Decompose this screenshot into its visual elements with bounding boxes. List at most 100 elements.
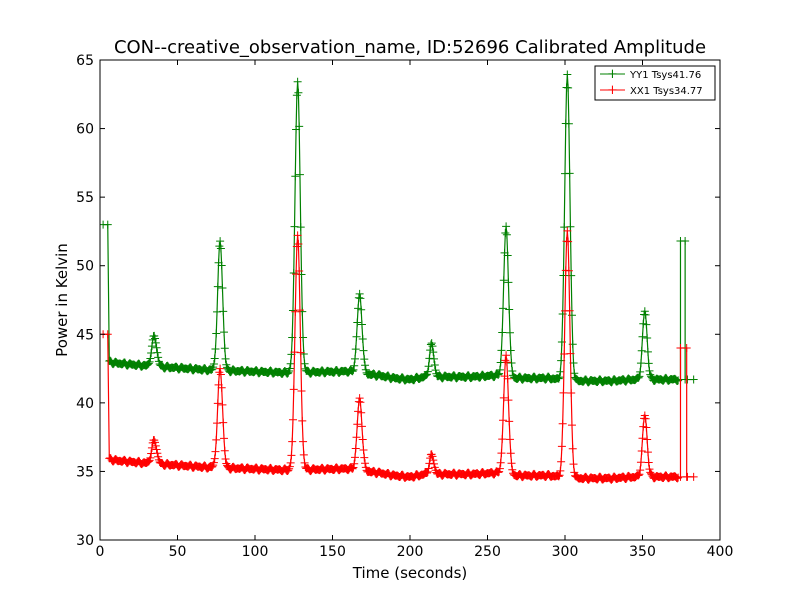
data-point-marker xyxy=(689,472,698,481)
data-point-marker xyxy=(219,418,228,427)
data-point-marker xyxy=(296,223,305,232)
data-point-marker xyxy=(357,320,366,329)
data-point-marker xyxy=(355,394,364,403)
data-point-marker xyxy=(634,373,643,382)
data-point-marker xyxy=(286,458,295,467)
data-point-marker xyxy=(425,354,434,363)
legend-label-xx1: XX1 Tsys34.77 xyxy=(630,86,703,97)
data-point-marker xyxy=(689,375,698,384)
data-point-marker xyxy=(508,366,517,375)
data-point-marker xyxy=(425,459,434,468)
data-point-marker xyxy=(295,170,304,179)
series-0 xyxy=(100,70,698,387)
data-point-marker xyxy=(566,222,575,231)
data-point-marker xyxy=(636,359,645,368)
data-point-marker xyxy=(429,456,438,465)
data-point-marker xyxy=(350,453,359,462)
data-point-marker xyxy=(504,278,513,287)
chart-title: CON--creative_observation_name, ID:52696… xyxy=(114,37,706,58)
data-point-marker xyxy=(152,343,161,352)
data-point-marker xyxy=(353,420,362,429)
data-point-marker xyxy=(209,458,218,467)
y-tick-label: 55 xyxy=(76,190,94,206)
data-point-marker xyxy=(219,307,228,316)
data-point-marker xyxy=(288,415,297,424)
data-point-marker xyxy=(428,342,437,351)
data-point-marker xyxy=(212,435,221,444)
legend-label-yy1: YY1 Tsys41.76 xyxy=(629,70,701,81)
data-point-marker xyxy=(296,348,305,357)
data-point-marker xyxy=(506,449,515,458)
data-point-marker xyxy=(358,435,367,444)
data-point-marker xyxy=(299,450,308,459)
data-point-marker xyxy=(285,364,294,373)
data-point-marker xyxy=(555,471,564,480)
data-point-marker xyxy=(505,435,514,444)
data-point-marker xyxy=(357,305,366,314)
data-point-marker xyxy=(351,345,360,354)
data-point-marker xyxy=(146,453,155,462)
data-point-marker xyxy=(284,466,293,475)
y-tick-label: 65 xyxy=(76,53,94,69)
data-point-marker xyxy=(145,357,154,366)
data-point-marker xyxy=(640,307,649,316)
y-axis-label: Power in Kelvin xyxy=(53,243,71,357)
data-point-marker xyxy=(356,294,365,303)
data-point-marker xyxy=(557,457,566,466)
data-point-marker xyxy=(209,363,218,372)
data-point-marker xyxy=(431,366,440,375)
data-point-marker xyxy=(291,307,300,316)
x-axis-label: Time (seconds) xyxy=(352,564,468,582)
data-point-marker xyxy=(154,353,163,362)
data-point-marker xyxy=(554,472,563,481)
data-point-marker xyxy=(288,437,297,446)
series-1 xyxy=(100,226,698,484)
data-point-marker xyxy=(211,447,220,456)
data-point-marker xyxy=(213,282,222,291)
data-point-marker xyxy=(502,230,511,239)
data-point-marker xyxy=(208,462,217,471)
y-tick-label: 45 xyxy=(76,327,94,343)
x-tick-label: 300 xyxy=(552,544,579,560)
x-tick-label: 250 xyxy=(474,544,501,560)
data-point-marker xyxy=(146,354,155,363)
data-point-marker xyxy=(352,332,361,341)
data-point-marker xyxy=(350,459,359,468)
data-point-marker xyxy=(349,365,358,374)
data-point-marker xyxy=(348,464,357,473)
data-point-marker xyxy=(153,348,162,357)
data-point-marker xyxy=(642,320,651,329)
data-point-marker xyxy=(361,459,370,468)
data-point-marker xyxy=(147,443,156,452)
data-point-marker xyxy=(424,362,433,371)
data-point-marker xyxy=(349,463,358,472)
data-point-marker xyxy=(210,454,219,463)
data-point-marker xyxy=(567,388,576,397)
data-point-marker xyxy=(641,310,650,319)
data-point-marker xyxy=(297,386,306,395)
data-point-marker xyxy=(681,237,690,246)
data-point-marker xyxy=(556,367,565,376)
data-point-marker xyxy=(285,464,294,473)
data-point-marker xyxy=(286,359,295,368)
data-point-marker xyxy=(508,465,517,474)
data-point-marker xyxy=(644,458,653,467)
data-point-marker xyxy=(295,306,304,315)
data-point-marker xyxy=(428,452,437,461)
data-point-marker xyxy=(564,266,573,275)
data-point-marker xyxy=(144,457,153,466)
data-point-marker xyxy=(218,400,227,409)
data-point-marker xyxy=(357,422,366,431)
data-point-marker xyxy=(429,348,438,357)
data-point-marker xyxy=(503,251,512,260)
data-point-marker xyxy=(212,329,221,338)
data-point-marker xyxy=(220,328,228,337)
data-point-marker xyxy=(213,307,222,316)
data-point-marker xyxy=(494,468,503,477)
data-point-marker xyxy=(563,70,572,79)
data-point-marker xyxy=(636,367,645,376)
x-tick-label: 150 xyxy=(319,544,346,560)
data-point-marker xyxy=(423,469,432,478)
data-point-marker xyxy=(643,435,652,444)
data-point-marker xyxy=(151,334,160,343)
